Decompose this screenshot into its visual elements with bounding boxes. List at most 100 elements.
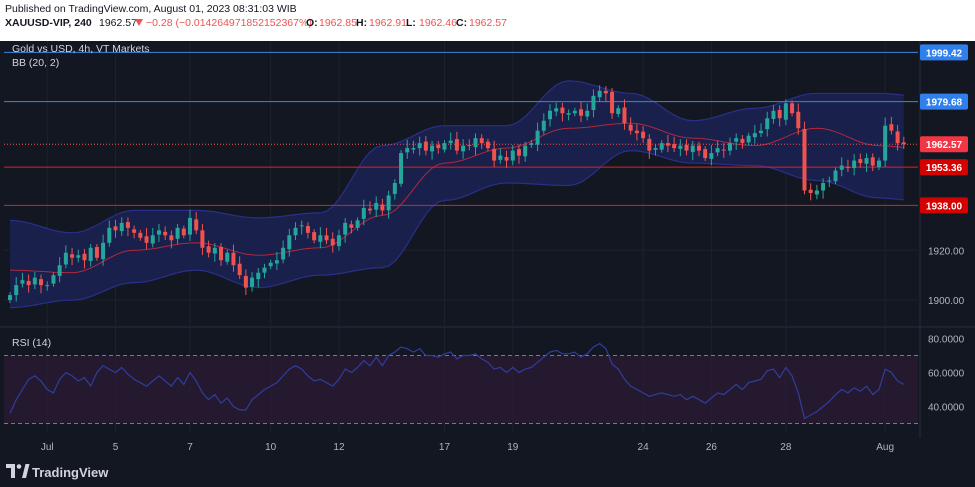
candle[interactable] — [262, 263, 267, 279]
candle[interactable] — [790, 100, 795, 117]
candle[interactable] — [833, 167, 838, 185]
candle[interactable] — [579, 101, 584, 123]
candle[interactable] — [330, 232, 335, 253]
candle[interactable] — [442, 140, 447, 153]
candle[interactable] — [591, 89, 596, 118]
candle[interactable] — [14, 276, 19, 302]
candle[interactable] — [759, 123, 764, 138]
candle[interactable] — [417, 136, 422, 156]
candle[interactable] — [399, 150, 404, 187]
candle[interactable] — [448, 132, 453, 150]
candle[interactable] — [541, 113, 546, 135]
candle[interactable] — [256, 267, 261, 288]
candle[interactable] — [368, 201, 372, 215]
candle[interactable] — [796, 103, 801, 135]
candle[interactable] — [821, 178, 826, 199]
candle[interactable] — [336, 229, 341, 251]
candle[interactable] — [802, 121, 807, 195]
candle[interactable] — [597, 85, 602, 103]
candle[interactable] — [107, 220, 112, 247]
candle[interactable] — [436, 141, 441, 154]
candle[interactable] — [287, 228, 292, 257]
candle[interactable] — [765, 111, 770, 137]
candle[interactable] — [200, 223, 205, 256]
candle[interactable] — [585, 103, 590, 121]
candle[interactable] — [535, 122, 540, 152]
candle[interactable] — [548, 104, 552, 127]
candle[interactable] — [32, 272, 37, 290]
candle[interactable] — [324, 227, 329, 245]
candle[interactable] — [529, 140, 534, 148]
candle[interactable] — [653, 144, 658, 156]
candle[interactable] — [610, 87, 615, 119]
candle[interactable] — [777, 105, 782, 127]
candle[interactable] — [181, 225, 186, 239]
candle[interactable] — [132, 225, 137, 239]
candle[interactable] — [864, 153, 869, 173]
candle[interactable] — [423, 136, 428, 156]
candle[interactable] — [709, 144, 714, 166]
candle[interactable] — [237, 256, 242, 280]
candle[interactable] — [572, 107, 577, 117]
candle[interactable] — [827, 176, 832, 188]
candle[interactable] — [150, 227, 155, 248]
candle[interactable] — [808, 183, 813, 201]
candle[interactable] — [299, 220, 304, 235]
candle[interactable] — [889, 116, 894, 135]
candle[interactable] — [647, 134, 652, 159]
candle[interactable] — [312, 229, 317, 244]
candle[interactable] — [665, 134, 670, 153]
candle[interactable] — [845, 159, 850, 172]
candle[interactable] — [690, 140, 695, 161]
candle[interactable] — [113, 219, 118, 238]
candle[interactable] — [39, 274, 44, 294]
candle[interactable] — [274, 252, 279, 270]
candle[interactable] — [883, 117, 888, 168]
candle[interactable] — [349, 220, 354, 234]
candle[interactable] — [57, 256, 62, 283]
candle[interactable] — [603, 86, 608, 102]
candle[interactable] — [858, 153, 863, 168]
candle[interactable] — [696, 141, 701, 157]
candle[interactable] — [392, 179, 397, 200]
candle[interactable] — [703, 146, 708, 162]
candle[interactable] — [479, 134, 484, 149]
candle[interactable] — [783, 99, 788, 126]
candle[interactable] — [901, 136, 906, 149]
candle[interactable] — [63, 245, 68, 269]
candle[interactable] — [305, 222, 310, 239]
candle[interactable] — [20, 272, 25, 288]
candle[interactable] — [386, 190, 391, 219]
candle[interactable] — [26, 274, 31, 293]
candle[interactable] — [715, 140, 720, 157]
candle[interactable] — [895, 124, 900, 151]
candle[interactable] — [94, 244, 99, 261]
candle[interactable] — [492, 140, 497, 168]
candle[interactable] — [752, 124, 757, 144]
candle[interactable] — [268, 259, 273, 270]
candle[interactable] — [554, 102, 559, 117]
candle[interactable] — [485, 138, 490, 152]
candle[interactable] — [144, 228, 149, 250]
candle[interactable] — [374, 196, 379, 218]
candle[interactable] — [566, 109, 571, 121]
candle[interactable] — [125, 217, 130, 237]
candle[interactable] — [281, 240, 286, 264]
candle[interactable] — [498, 148, 503, 164]
candle[interactable] — [634, 124, 639, 141]
candle[interactable] — [504, 150, 509, 168]
candle[interactable] — [163, 226, 168, 241]
candle[interactable] — [219, 243, 224, 266]
candle[interactable] — [293, 222, 298, 241]
candle[interactable] — [88, 243, 93, 267]
candle[interactable] — [560, 102, 565, 122]
candle[interactable] — [156, 223, 161, 242]
candle[interactable] — [461, 139, 466, 159]
rsi-line[interactable] — [9, 342, 905, 420]
candle[interactable] — [318, 227, 323, 249]
candle[interactable] — [721, 143, 726, 158]
candle[interactable] — [839, 157, 844, 177]
candle[interactable] — [628, 117, 633, 135]
candle[interactable] — [467, 139, 472, 151]
